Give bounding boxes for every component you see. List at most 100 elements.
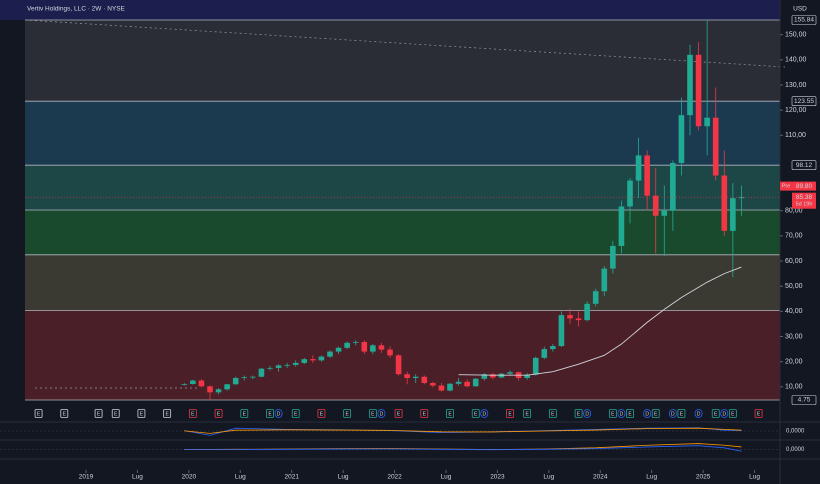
- candle-body: [635, 155, 642, 181]
- event-label: E: [268, 411, 272, 417]
- premarket-price-box: [792, 181, 816, 191]
- event-label: E: [294, 411, 298, 417]
- event-marker: [291, 409, 300, 418]
- candle-body: [361, 342, 368, 352]
- candle-body: [198, 380, 205, 387]
- event-marker: [548, 409, 557, 418]
- candle-body: [652, 195, 659, 216]
- event-marker: [643, 409, 652, 418]
- event-label: E: [191, 411, 195, 417]
- fib-zone: [25, 254, 780, 311]
- y-tick-label: 80,00: [785, 208, 803, 215]
- event-marker: [420, 409, 429, 418]
- candle-body: [181, 384, 188, 385]
- level-label: 155.84: [794, 17, 814, 24]
- y-tick-label: 20,00: [785, 358, 803, 365]
- candle-body: [224, 384, 230, 390]
- x-tick-label: Lug: [132, 474, 143, 481]
- candle-body: [352, 342, 359, 343]
- event-marker: [60, 409, 69, 418]
- event-marker: [274, 409, 283, 418]
- event-marker: [651, 409, 660, 418]
- candle-body: [412, 376, 419, 378]
- candle-body: [670, 162, 676, 211]
- candle-body: [250, 376, 256, 378]
- fib-zone: [25, 165, 780, 210]
- event-marker: [720, 409, 729, 418]
- event-marker: [394, 409, 403, 418]
- chart-title: Vertiv Holdings, LLC · 2W · NYSE: [27, 6, 126, 13]
- candle-body: [275, 365, 282, 368]
- level-label-box: [791, 96, 817, 107]
- x-tick-label: Lug: [338, 474, 349, 481]
- event-label: E: [37, 411, 41, 417]
- candle-body: [472, 378, 479, 387]
- event-label: E: [423, 411, 427, 417]
- candle-body: [395, 355, 402, 375]
- candle-body: [592, 291, 599, 304]
- candle-body: [387, 349, 393, 356]
- candle-body: [370, 345, 376, 352]
- x-tick-label: 2022: [387, 474, 402, 481]
- level-label-box: [791, 15, 817, 25]
- event-label: E: [371, 411, 375, 417]
- candle-body: [318, 356, 325, 361]
- event-label: E: [577, 411, 581, 417]
- candle-body: [344, 342, 350, 348]
- candle-body: [601, 268, 608, 292]
- candle-body: [301, 359, 308, 363]
- event-label: D: [277, 411, 281, 417]
- premarket-tag: Pre: [782, 184, 791, 190]
- event-marker: [137, 409, 146, 418]
- candle-body: [207, 386, 213, 393]
- candle-body: [678, 115, 685, 163]
- event-label: E: [448, 411, 452, 417]
- event-marker: [523, 409, 532, 418]
- event-label: E: [628, 411, 632, 417]
- candle-body: [421, 376, 428, 384]
- event-marker: [94, 409, 103, 418]
- y-tick-label: 70,00: [785, 233, 803, 240]
- event-label: D: [585, 411, 589, 417]
- event-label: E: [63, 411, 67, 417]
- osc-tick-label: 0,0000: [786, 447, 805, 453]
- event-label: E: [714, 411, 718, 417]
- osc-line: [184, 427, 742, 434]
- event-label: D: [620, 411, 624, 417]
- moving-average: [458, 266, 742, 376]
- level-label: 98.12: [796, 162, 813, 169]
- event-marker: [728, 409, 737, 418]
- x-tick-label: Lug: [646, 474, 657, 481]
- event-marker: [668, 409, 677, 418]
- y-tick-label: 150,00: [785, 32, 807, 39]
- event-marker: [583, 409, 592, 418]
- candle-body: [447, 383, 453, 391]
- event-marker: [608, 409, 617, 418]
- candle-body: [327, 351, 333, 357]
- event-marker: [343, 409, 352, 418]
- candle-body: [430, 383, 436, 386]
- header-bar: [0, 0, 780, 20]
- candle-body: [610, 245, 616, 269]
- candle-body: [215, 389, 222, 393]
- event-marker: [754, 409, 763, 418]
- event-marker: [711, 409, 720, 418]
- event-marker: [34, 409, 43, 418]
- event-label: D: [697, 411, 701, 417]
- y-tick-label: 10,00: [785, 384, 803, 391]
- event-marker: [266, 409, 274, 418]
- level-label-box: [791, 160, 817, 170]
- event-label: D: [645, 411, 649, 417]
- premarket-tag-box: [780, 181, 792, 191]
- x-tick-label: 2023: [490, 474, 505, 481]
- osc-tick-label: 0,0000: [786, 429, 805, 435]
- candle-body: [730, 198, 736, 231]
- x-tick-label: Lug: [235, 474, 246, 481]
- candle-body: [310, 359, 316, 361]
- candle-body: [704, 117, 710, 127]
- event-marker: [214, 409, 223, 418]
- last-price-box: [792, 192, 816, 209]
- event-marker: [240, 409, 249, 418]
- event-label: E: [397, 411, 401, 417]
